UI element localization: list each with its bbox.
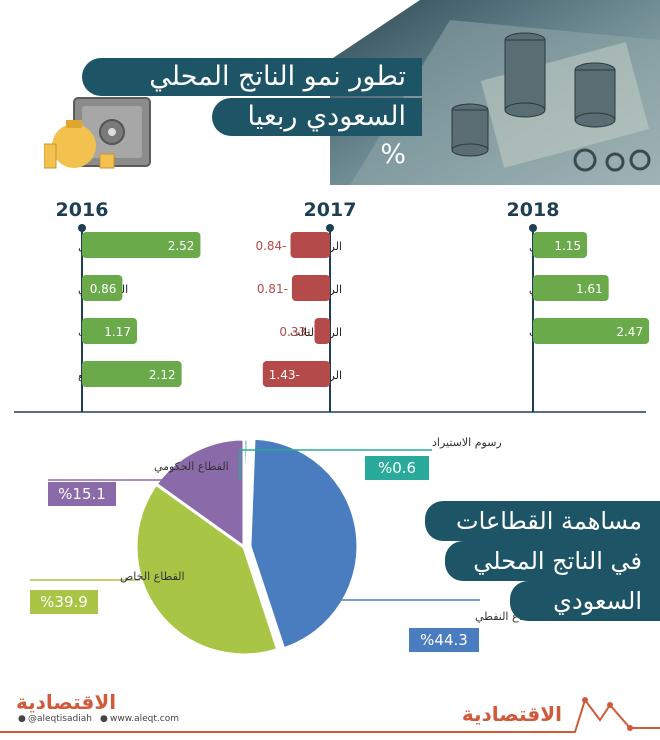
year-label-2018: 2018	[507, 199, 560, 221]
publisher-logo-right: الاقتصادية	[461, 702, 562, 726]
axis-dot	[529, 224, 537, 232]
axis-dot	[78, 224, 86, 232]
sector-value-oil: %44.3	[420, 631, 468, 649]
sector-label-import: رسوم الاستيراد	[432, 436, 502, 449]
twitter-icon: ●	[18, 714, 26, 724]
pie-slice-0	[248, 436, 360, 651]
bar-2017-q1	[290, 232, 330, 258]
page-title: تطور نمو الناتج المحلي	[82, 58, 422, 96]
bar-value-label: 1.15	[554, 239, 581, 253]
pie-slice-3	[242, 437, 250, 548]
bar-2017-q2	[291, 275, 330, 301]
sector-value-box-private	[30, 590, 98, 614]
bar-2017-q4	[262, 361, 330, 387]
bar-value-label: 1.17	[104, 325, 131, 339]
footer: الاقتصادية ● @aleqtisadiah ● www.aleqt.c…	[0, 690, 660, 740]
footer-baseline	[0, 697, 660, 733]
bar-2017-q3	[314, 318, 330, 344]
bar-2018-q2	[533, 275, 609, 301]
sector-label-private: القطاع الخاص	[120, 570, 185, 583]
sector-value-government: %15.1	[58, 485, 106, 503]
axis-dot	[326, 224, 334, 232]
publisher-logo: الاقتصادية	[16, 690, 117, 714]
bar-value-label: 0.84-	[255, 239, 286, 253]
globe-icon: ●	[100, 714, 108, 724]
pie-slice-1	[134, 482, 280, 657]
bar-value-label: 2.12	[149, 368, 176, 382]
sector-value-box-oil	[409, 628, 479, 652]
sector-value-private: %39.9	[40, 593, 88, 611]
bar-value-label: 2.47	[616, 325, 643, 339]
sector-value-import: %0.6	[378, 459, 416, 477]
bar-value-label: 0.81-	[257, 282, 288, 296]
bar-2018-q1	[533, 232, 588, 258]
bar-value-label: 1.43-	[269, 368, 300, 382]
bar-value-label: 0.33-	[279, 325, 310, 339]
bar-2016-q3	[82, 318, 137, 344]
money-coins-image	[330, 0, 660, 185]
page-subtitle: السعودي ربعيا %	[212, 98, 422, 170]
bar-value-label: 0.86	[90, 282, 117, 296]
sector-value-box-government	[48, 482, 116, 506]
website-link[interactable]: www.aleqt.com	[110, 714, 179, 724]
sectors-title-line3: السعودي	[510, 581, 660, 621]
bar-2016-q4	[82, 361, 182, 387]
safe-moneybag-icon	[44, 97, 151, 169]
year-label-2016: 2016	[56, 199, 109, 221]
sectors-title-line1: مساهمة القطاعات	[425, 501, 660, 541]
bar-2016-q1	[82, 232, 201, 258]
sectors-title-line2: في الناتج المحلي	[445, 541, 660, 581]
bar-2016-q2	[82, 275, 123, 301]
sector-value-box-import	[365, 456, 429, 480]
quarterly-growth-panel: 2016الربع الأول2.52الربع الثاني0.86الربع…	[0, 190, 660, 420]
bar-value-label: 1.61	[576, 282, 603, 296]
twitter-handle[interactable]: @aleqtisadiah	[28, 714, 92, 724]
bar-2018-q3	[533, 318, 650, 344]
sector-label-government: القطاع الحكومي	[154, 460, 229, 473]
year-label-2017: 2017	[304, 199, 357, 221]
quarterly-bars-chart: 2016الربع الأول2.52الربع الثاني0.86الربع…	[14, 199, 650, 413]
bar-value-label: 2.52	[168, 239, 195, 253]
